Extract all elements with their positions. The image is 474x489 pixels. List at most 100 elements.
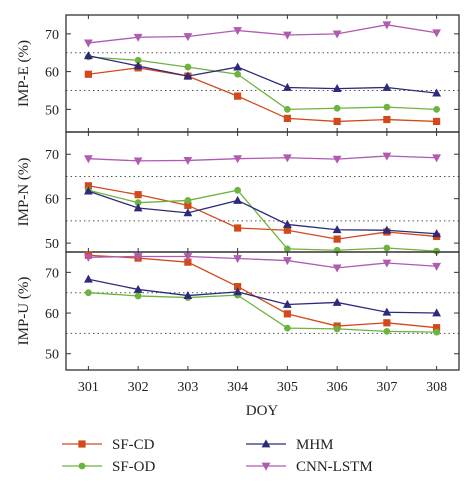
series-line: [88, 255, 437, 269]
data-point: [233, 255, 243, 264]
x-tick-label: 307: [376, 380, 397, 395]
data-point: [333, 104, 341, 112]
legend-marker: [78, 440, 86, 448]
data-point: [432, 29, 442, 38]
x-tick-label: 305: [277, 380, 298, 395]
y-axis-title: IMP-U (%): [16, 277, 32, 346]
data-point: [83, 274, 93, 283]
data-point: [283, 114, 291, 123]
data-point: [282, 257, 292, 266]
panel-3: 50 60 70 IMP-U (%): [16, 251, 460, 371]
data-point: [234, 282, 242, 291]
data-point: [133, 33, 143, 42]
panel-2: 50 60 70 IMP-N (%): [16, 131, 460, 255]
y-tick-label: 50: [45, 103, 59, 118]
data-point: [234, 92, 242, 100]
legend-label: SF-CD: [112, 437, 155, 453]
data-point: [282, 219, 292, 228]
data-point: [233, 155, 243, 164]
data-point: [432, 154, 442, 163]
data-point: [432, 88, 442, 97]
x-tick-label: 303: [177, 380, 198, 395]
data-point: [283, 310, 291, 318]
data-point: [333, 117, 341, 126]
y-tick-label: 70: [45, 148, 59, 163]
data-point: [233, 195, 243, 204]
data-point: [133, 284, 143, 293]
data-point: [332, 30, 342, 39]
y-tick-label: 60: [45, 66, 59, 81]
data-point: [233, 27, 243, 36]
series-cnn-lstm: [83, 152, 442, 166]
series-line: [88, 67, 437, 123]
x-tick-label: 308: [426, 380, 447, 395]
legend-label: SF-OD: [112, 459, 156, 475]
data-point: [432, 308, 442, 317]
series-sf-cd: [84, 64, 441, 126]
data-point: [282, 31, 292, 40]
data-point: [382, 82, 392, 91]
data-point: [383, 319, 391, 327]
series-line: [88, 185, 437, 240]
data-point: [333, 325, 341, 333]
series-line: [88, 155, 437, 162]
data-point: [83, 186, 93, 195]
data-point: [283, 226, 291, 234]
data-point: [283, 324, 291, 332]
data-point: [133, 203, 143, 212]
data-point: [183, 33, 193, 42]
data-point: [382, 259, 392, 268]
data-point: [183, 208, 193, 217]
x-tick-label: 301: [78, 380, 99, 395]
data-point: [84, 289, 92, 297]
data-point: [183, 157, 193, 166]
data-point: [433, 328, 441, 336]
x-tick-label: 302: [128, 380, 149, 395]
data-point: [133, 61, 143, 70]
data-point: [383, 103, 391, 111]
data-point: [84, 182, 92, 190]
series-line: [88, 55, 437, 94]
data-point: [382, 307, 392, 316]
data-point: [383, 327, 391, 335]
data-point: [184, 63, 192, 71]
y-tick-label: 50: [45, 348, 59, 363]
legend-entry-sf-cd: SF-CD: [62, 437, 155, 453]
series-mhm: [83, 51, 442, 97]
data-point: [382, 225, 392, 234]
data-point: [282, 82, 292, 91]
panel-1: 50 60 70 IMP-E (%): [16, 14, 460, 133]
series-line: [88, 292, 437, 333]
data-point: [133, 157, 143, 166]
legend-entry-cnn-lstm: CNN-LSTM: [246, 459, 373, 475]
data-point: [84, 70, 92, 78]
data-point: [134, 56, 142, 64]
data-point: [432, 229, 442, 238]
data-point: [433, 247, 441, 255]
y-tick-label: 70: [45, 28, 59, 43]
series-line: [88, 190, 437, 235]
data-point: [83, 155, 93, 164]
legend-entry-mhm: MHM: [246, 437, 334, 453]
legend-label: MHM: [296, 437, 334, 453]
data-point: [83, 253, 93, 262]
series-mhm: [83, 186, 442, 238]
x-axis-title: DOY: [246, 403, 279, 419]
plot-area: 50 60 70 IMP-E (%) 50 60 70 IMP-N (%) 50 60 70 IMP-…: [16, 14, 460, 371]
data-point: [134, 191, 142, 199]
data-point: [332, 297, 342, 306]
legend-label: CNN-LSTM: [296, 459, 373, 475]
data-point: [283, 245, 291, 253]
y-axis-title: IMP-E (%): [16, 40, 32, 107]
series-cnn-lstm: [83, 21, 442, 48]
data-point: [133, 253, 143, 262]
data-point: [234, 186, 242, 194]
y-axis-title: IMP-N (%): [16, 158, 32, 227]
data-point: [183, 290, 193, 299]
series-line: [88, 189, 437, 252]
series-line: [88, 278, 437, 314]
data-point: [83, 51, 93, 60]
data-point: [234, 224, 242, 232]
data-point: [333, 235, 341, 243]
data-point: [134, 199, 142, 207]
